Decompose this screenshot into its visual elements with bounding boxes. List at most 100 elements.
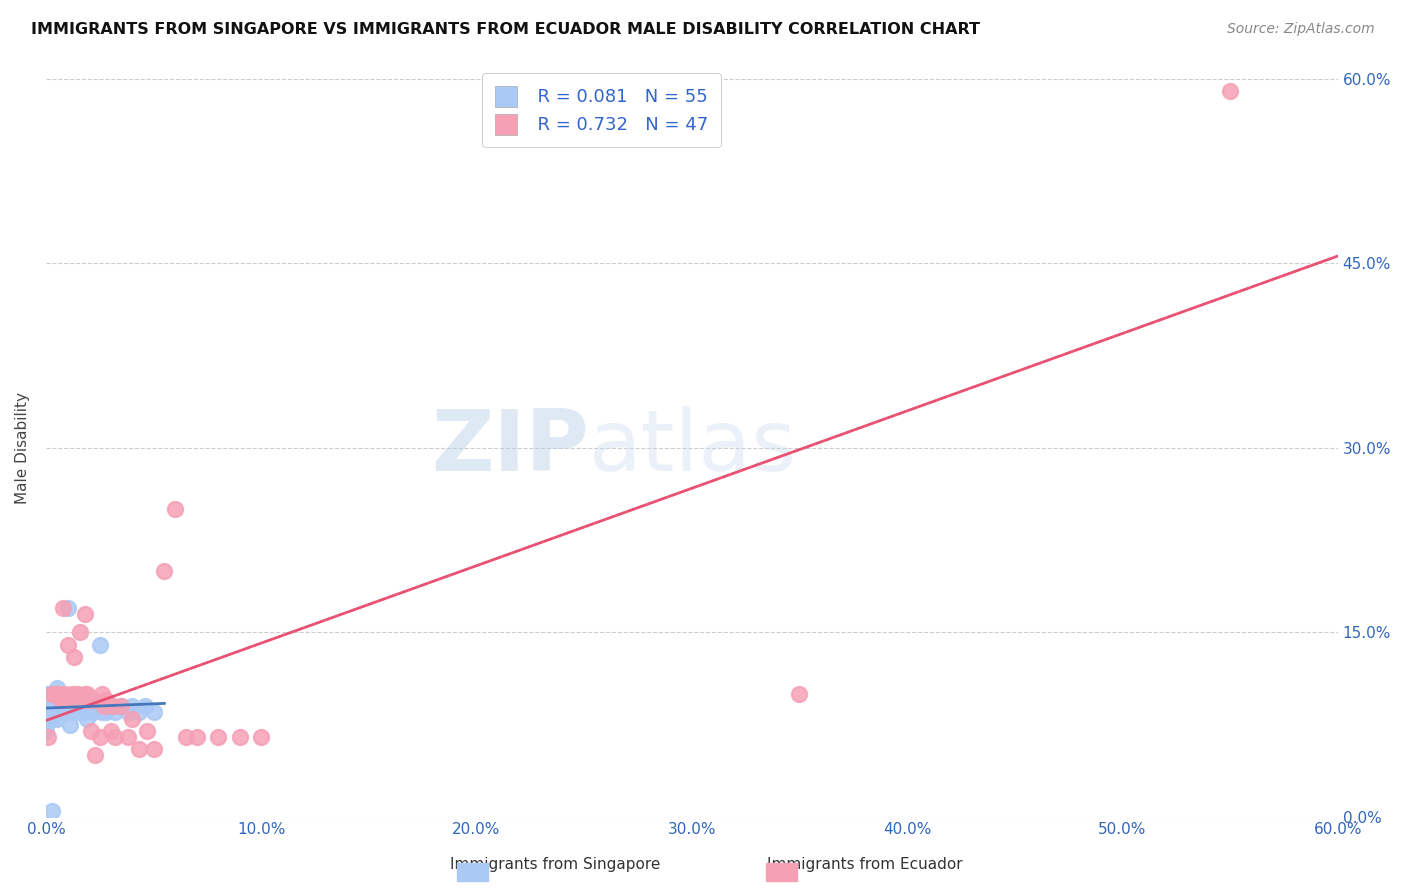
Point [174, 730, 197, 744]
Text: Immigrants from Ecuador: Immigrants from Ecuador [766, 857, 963, 872]
Point [59, 693, 82, 707]
Point [72, 706, 94, 720]
Point [91, 687, 114, 701]
Legend:   R = 0.081   N = 55,   R = 0.732   N = 47: R = 0.081 N = 55, R = 0.732 N = 47 [482, 73, 720, 147]
Point [134, 699, 156, 714]
Point [60, 687, 83, 701]
Point [789, 687, 811, 701]
Point [67, 706, 90, 720]
Point [228, 730, 250, 744]
Point [91, 706, 114, 720]
Point [72, 693, 94, 707]
Text: Immigrants from Singapore: Immigrants from Singapore [450, 857, 661, 872]
Point [63, 693, 86, 707]
Point [96, 706, 118, 720]
Point [56, 638, 79, 652]
Point [117, 706, 139, 720]
Point [77, 693, 100, 707]
Point [207, 730, 229, 744]
Point [60, 706, 83, 720]
Point [165, 502, 187, 516]
Point [52, 600, 75, 615]
Point [96, 693, 118, 707]
Point [48, 699, 70, 714]
Point [121, 712, 143, 726]
Point [186, 730, 208, 744]
Point [56, 600, 79, 615]
Point [35, 693, 58, 707]
Point [37, 730, 59, 744]
Point [37, 712, 59, 726]
Point [110, 699, 132, 714]
Point [35, 706, 58, 720]
Point [37, 693, 59, 707]
Point [37, 699, 59, 714]
Point [93, 699, 115, 714]
Point [73, 687, 96, 701]
Point [56, 693, 79, 707]
Point [110, 699, 132, 714]
Point [52, 693, 75, 707]
Point [53, 687, 76, 701]
Point [44, 706, 66, 720]
Point [93, 699, 115, 714]
Text: atlas: atlas [589, 407, 796, 490]
Point [35, 699, 58, 714]
Point [76, 712, 98, 726]
Point [41, 687, 63, 701]
Y-axis label: Male Disability: Male Disability [15, 392, 30, 504]
Point [65, 699, 87, 714]
Text: IMMIGRANTS FROM SINGAPORE VS IMMIGRANTS FROM ECUADOR MALE DISABILITY CORRELATION: IMMIGRANTS FROM SINGAPORE VS IMMIGRANTS … [31, 22, 980, 37]
Point [104, 706, 127, 720]
Point [53, 706, 76, 720]
Point [49, 699, 72, 714]
Point [101, 699, 124, 714]
Point [67, 687, 90, 701]
Point [59, 717, 82, 731]
Point [65, 687, 87, 701]
Point [100, 723, 122, 738]
Point [82, 706, 104, 720]
Point [45, 687, 67, 701]
Point [84, 748, 107, 763]
Point [84, 699, 107, 714]
Point [41, 804, 63, 818]
Point [77, 699, 100, 714]
Point [45, 712, 67, 726]
Point [35, 723, 58, 738]
Point [39, 699, 62, 714]
Point [41, 699, 63, 714]
Point [44, 687, 66, 701]
Point [35, 712, 58, 726]
Point [250, 730, 273, 744]
Point [44, 687, 66, 701]
Point [45, 699, 67, 714]
Point [45, 681, 67, 695]
Point [80, 723, 103, 738]
Point [153, 564, 176, 578]
Point [49, 693, 72, 707]
Point [82, 693, 104, 707]
Point [41, 712, 63, 726]
Point [121, 699, 143, 714]
Point [117, 730, 139, 744]
Point [142, 742, 165, 756]
Point [73, 693, 96, 707]
Point [35, 717, 58, 731]
Point [136, 723, 159, 738]
Point [63, 650, 86, 665]
Point [73, 607, 96, 621]
Point [104, 730, 127, 744]
Point [1219, 84, 1241, 98]
Point [69, 699, 91, 714]
Point [89, 730, 111, 744]
Text: Source: ZipAtlas.com: Source: ZipAtlas.com [1227, 22, 1375, 37]
Point [39, 693, 62, 707]
Point [142, 706, 165, 720]
Point [128, 706, 150, 720]
Point [48, 693, 70, 707]
Point [56, 693, 79, 707]
Point [100, 699, 122, 714]
Point [89, 638, 111, 652]
Point [37, 699, 59, 714]
